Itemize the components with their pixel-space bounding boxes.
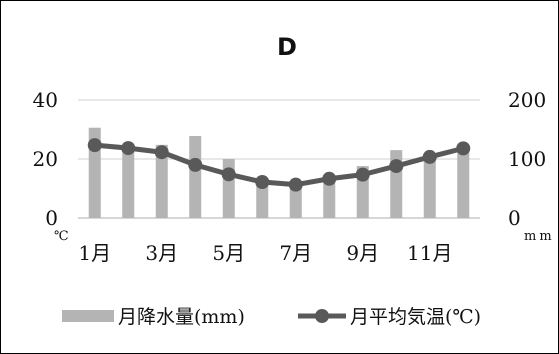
temperature-point	[188, 157, 203, 172]
temperature-point	[355, 167, 370, 182]
legend-precipitation-label: 月降水量(mm)	[118, 306, 245, 328]
temperature-point	[322, 171, 337, 186]
x-tick-label: 11月	[407, 241, 452, 265]
precipitation-bar	[457, 151, 470, 218]
temperature-point	[456, 141, 471, 156]
x-tick-label: 9月	[346, 241, 379, 265]
temperature-point	[422, 149, 437, 164]
right-tick-label: 200	[508, 88, 546, 112]
temperature-point	[255, 175, 270, 190]
x-tick-label: 3月	[145, 241, 178, 265]
precipitation-bar	[423, 156, 436, 218]
right-axis-unit: mm	[524, 229, 555, 244]
x-axis-ticks: 1月 3月 5月 7月 9月 11月	[78, 241, 452, 265]
left-tick-label: 40	[33, 88, 58, 112]
legend-bar-swatch	[62, 310, 114, 322]
precipitation-bar	[189, 135, 202, 218]
chart-title: D	[277, 33, 297, 61]
precipitation-bar	[256, 180, 269, 218]
right-tick-label: 100	[508, 147, 546, 171]
legend: 月降水量(mm) 月平均気温(℃)	[62, 306, 481, 328]
right-tick-label: 0	[508, 206, 521, 230]
temperature-point	[154, 145, 169, 160]
precipitation-bar	[323, 176, 336, 218]
x-tick-label: 5月	[212, 241, 245, 265]
line-series	[87, 138, 471, 192]
temperature-point	[221, 167, 236, 182]
legend-line-marker	[315, 309, 329, 323]
left-axis-unit: ℃	[54, 229, 69, 244]
temperature-point	[288, 177, 303, 192]
temperature-point	[389, 159, 404, 174]
x-tick-label: 7月	[279, 241, 312, 265]
precipitation-bar	[289, 188, 302, 218]
left-axis-ticks: 0 20 40	[33, 88, 58, 230]
precipitation-bar	[122, 148, 135, 218]
precipitation-bar	[155, 144, 168, 218]
right-axis-ticks: 0 100 200	[508, 88, 546, 230]
legend-temperature-label: 月平均気温(℃)	[350, 306, 481, 328]
left-tick-label: 0	[45, 206, 58, 230]
x-tick-label: 1月	[78, 241, 111, 265]
temperature-point	[87, 138, 102, 153]
left-tick-label: 20	[33, 147, 58, 171]
temperature-point	[121, 141, 136, 156]
